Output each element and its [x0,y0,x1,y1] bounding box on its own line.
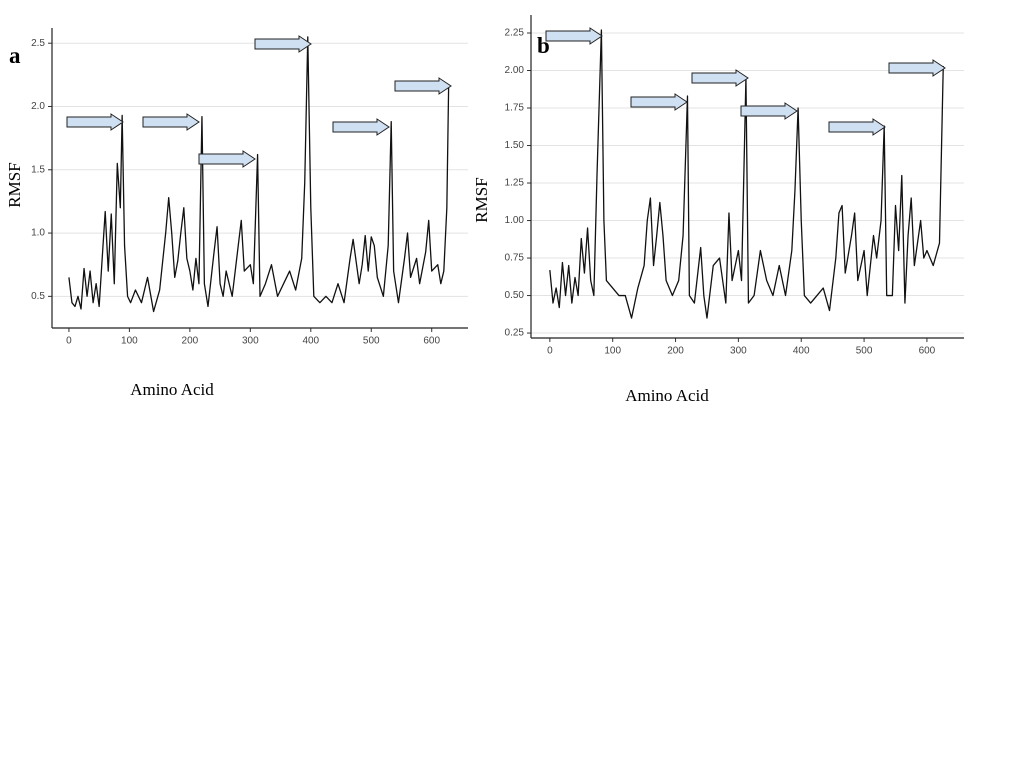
peak-arrow [198,150,256,168]
x-axis-title: Amino Acid [625,386,709,405]
rmsf-line [549,29,944,319]
y-tick-label: 1.75 [505,103,525,114]
x-tick-label: 0 [547,346,553,357]
x-tick-label: 500 [363,336,380,347]
x-tick-label: 0 [66,336,72,347]
x-tick-label: 500 [856,346,873,357]
x-tick-label: 100 [121,336,138,347]
rmsf-line [68,36,450,313]
x-tick-label: 400 [793,346,810,357]
x-tick-label: 400 [302,336,319,347]
peak-arrow [545,27,603,45]
x-tick-label: 300 [730,346,747,357]
y-tick-label: 1.50 [505,140,525,151]
y-tick-label: 1.0 [31,228,45,239]
x-tick-label: 100 [604,346,621,357]
y-tick-label: 2.25 [505,28,525,39]
x-tick-label: 600 [423,336,440,347]
peak-arrow [66,113,124,131]
x-tick-label: 600 [919,346,936,357]
peak-arrow [740,102,798,120]
y-tick-label: 1.00 [505,215,525,226]
y-tick-label: 0.25 [505,328,525,339]
x-tick-label: 200 [667,346,684,357]
peak-arrow [142,113,200,131]
y-tick-label: 0.50 [505,290,525,301]
peak-arrow [332,118,390,136]
panel-label: a [9,43,21,68]
x-axis-title: Amino Acid [130,380,214,399]
x-tick-label: 200 [182,336,199,347]
peak-arrow [630,93,688,111]
y-tick-label: 1.25 [505,178,525,189]
peak-arrow [394,77,452,95]
x-tick-label: 300 [242,336,259,347]
y-tick-label: 0.5 [31,291,45,302]
peak-arrow [828,118,886,136]
y-tick-label: 0.75 [505,253,525,264]
peak-arrow [691,69,749,87]
panel-label: b [537,33,550,58]
y-axis-title: RMSF [5,162,24,207]
peak-arrow [888,59,946,77]
y-axis-title: RMSF [472,177,491,222]
peak-arrow [254,35,312,53]
y-tick-label: 2.0 [31,101,45,112]
y-tick-label: 2.00 [505,65,525,76]
y-tick-label: 2.5 [31,38,45,49]
y-tick-label: 1.5 [31,164,45,175]
